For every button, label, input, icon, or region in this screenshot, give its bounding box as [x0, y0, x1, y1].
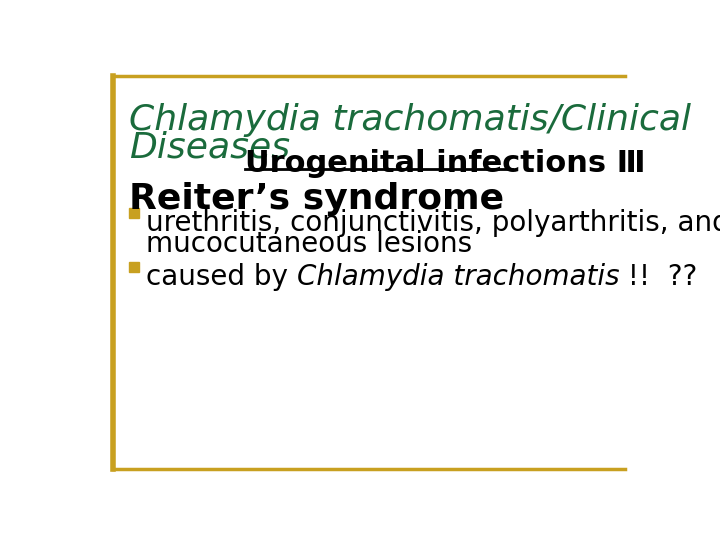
Bar: [129, 208, 139, 218]
Text: Chlamydia trachomatis: Chlamydia trachomatis: [297, 262, 619, 291]
Text: Chlamydia trachomatis/Clinical: Chlamydia trachomatis/Clinical: [129, 103, 690, 137]
Text: !!  ??: !! ??: [619, 262, 698, 291]
Bar: [129, 262, 139, 272]
Text: urethritis, conjunctivitis, polyarthritis, and: urethritis, conjunctivitis, polyarthriti…: [145, 209, 720, 237]
Text: caused by: caused by: [145, 262, 297, 291]
Text: Reiter’s syndrome: Reiter’s syndrome: [129, 182, 504, 216]
Text: mucocutaneous lesions: mucocutaneous lesions: [145, 230, 472, 258]
Text: Urogenital infections Ⅲ: Urogenital infections Ⅲ: [245, 150, 646, 179]
Text: Diseases: Diseases: [129, 130, 290, 164]
